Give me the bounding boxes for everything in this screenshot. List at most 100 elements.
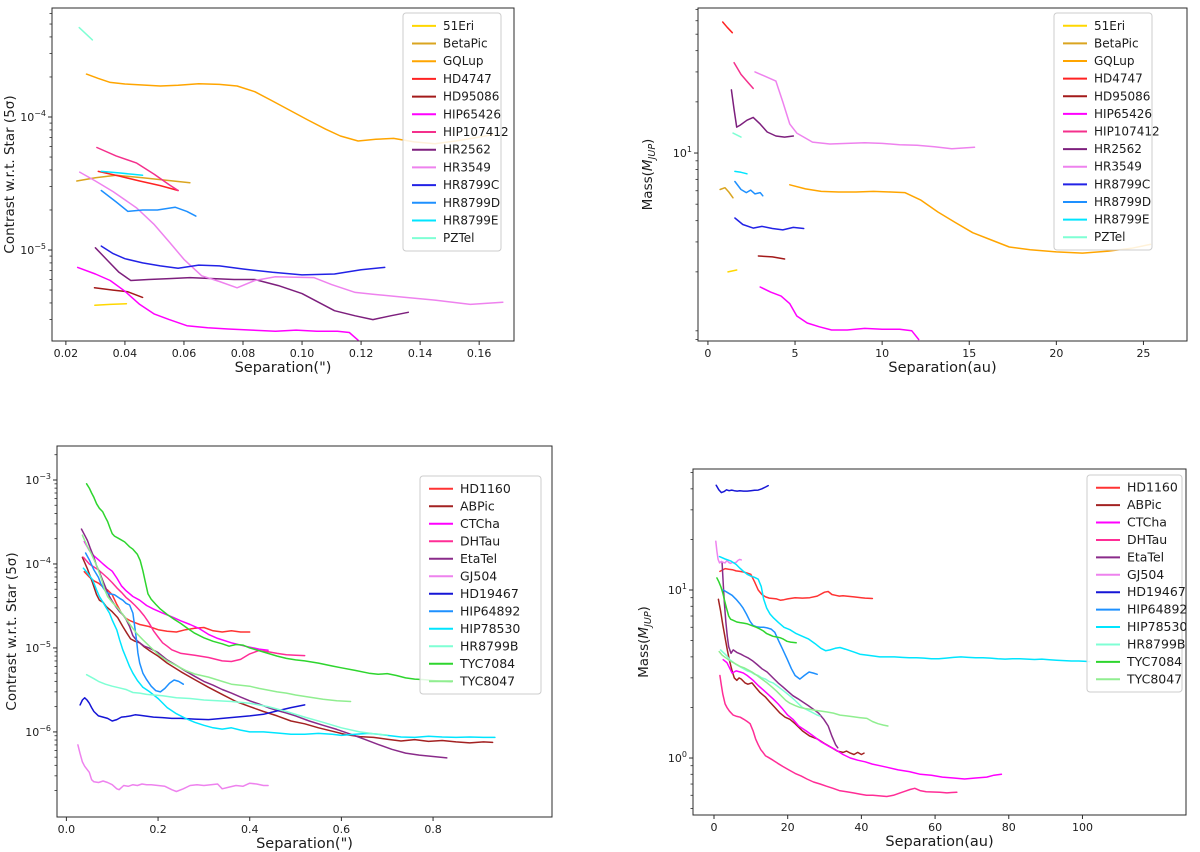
legend-label-HD1160: HD1160 (1127, 480, 1178, 495)
line-HIP78530 (82, 567, 496, 739)
line-PZTel (78, 26, 94, 41)
legend-label-HD1160: HD1160 (460, 481, 511, 496)
legend-label-ABPic: ABPic (1127, 497, 1162, 512)
line-HR8799D (100, 189, 197, 217)
legend-label-HR8799D: HR8799D (443, 196, 500, 210)
legend-label-HD4747: HD4747 (443, 72, 492, 86)
x-axis-label: Separation(au) (885, 834, 993, 850)
x-axis-label: Separation(") (256, 836, 353, 852)
legend-label-HD95086: HD95086 (1094, 89, 1150, 103)
line-HR8799E (734, 170, 748, 175)
line-HIP107412 (733, 61, 754, 90)
x-axis: 0 20 40 60 80 100 (711, 815, 1093, 834)
y-axis: 101 100 (668, 472, 693, 809)
x-tick-label: 0.16 (467, 347, 492, 360)
x-tick-label: 20 (781, 821, 795, 834)
y-tick-label: 101 (673, 145, 692, 160)
line-51Eri (727, 269, 738, 273)
legend-label-HIP107412: HIP107412 (443, 125, 509, 139)
legend: 51Eri BetaPic GQLup HD4747 HD95086 HIP65426 HI… (402, 12, 509, 252)
line-BetaPic (76, 174, 191, 184)
axes-frame (56, 445, 553, 818)
line-HD95086 (93, 287, 144, 299)
x-axis: 0.02 0.04 0.06 0.08 0.10 0.12 0.14 0.16 (54, 341, 492, 360)
line-HR8799B (719, 649, 821, 717)
legend: HD1160 ABPic CTCha DHTau EtaTel GJ504 HD19467 H… (419, 475, 542, 695)
x-tick-label: 100 (1072, 821, 1093, 834)
line-HR8799D (734, 180, 764, 197)
line-HR8799C (100, 245, 386, 276)
line-HIP107412 (96, 146, 179, 192)
x-tick-label: 0.4 (241, 823, 259, 836)
legend-label-HR8799B: HR8799B (1127, 636, 1185, 651)
legend-label-HR8799E: HR8799E (443, 213, 498, 227)
y-tick-label: 10−4 (20, 109, 46, 124)
line-ABPic (81, 556, 494, 744)
legend-label-HR3549: HR3549 (443, 160, 491, 174)
y-axis: 10−4 10−5 (20, 13, 52, 320)
legend-label-HR8799B: HR8799B (460, 638, 518, 653)
legend-label-HR2562: HR2562 (1094, 142, 1142, 156)
x-axis-label: Separation(") (235, 360, 332, 376)
line-HIP65426 (76, 266, 359, 341)
line-HR8799C (734, 217, 805, 231)
x-tick-label: 0.02 (54, 347, 79, 360)
line-HD1160 (83, 570, 251, 633)
line-ABPic (717, 598, 865, 756)
line-HD4747 (721, 21, 734, 34)
line-HR3549 (78, 171, 504, 306)
legend-label-BetaPic: BetaPic (443, 37, 488, 51)
legend-label-HD19467: HD19467 (460, 586, 519, 601)
line-HR8799E (100, 170, 144, 176)
legend-label-HD19467: HD19467 (1127, 584, 1186, 599)
y-axis-label: Contrast w.r.t. Star (5σ) (4, 552, 20, 710)
legend-label-51Eri: 51Eri (1094, 19, 1125, 33)
legend-label-EtaTel: EtaTel (1127, 549, 1164, 564)
line-DHTau (82, 556, 306, 663)
series-layer (77, 483, 496, 793)
line-HR2562 (94, 247, 410, 321)
line-CTCha (83, 540, 269, 651)
line-HR2562 (730, 89, 795, 138)
legend-label-HIP78530: HIP78530 (1127, 619, 1187, 634)
legend-label-CTCha: CTCha (460, 516, 500, 531)
legend-label-EtaTel: EtaTel (460, 551, 497, 566)
line-HIP64892 (722, 589, 818, 680)
legend-label-GJ504: GJ504 (1127, 567, 1164, 582)
x-tick-label: 0.14 (408, 347, 433, 360)
line-TYC7084 (85, 483, 453, 684)
x-tick-label: 0.12 (349, 347, 374, 360)
line-CTCha (722, 658, 1003, 780)
x-tick-label: 60 (928, 821, 942, 834)
x-tick-label: 0.0 (58, 823, 76, 836)
legend-box (1086, 474, 1183, 693)
legend-label-CTCha: CTCha (1127, 515, 1167, 530)
legend-label-HR2562: HR2562 (443, 143, 491, 157)
legend-label-HD95086: HD95086 (443, 90, 499, 104)
legend-label-HR8799C: HR8799C (443, 178, 499, 192)
legend-label-HIP78530: HIP78530 (460, 621, 520, 636)
series-layer (719, 21, 1152, 341)
x-tick-label: 0.04 (113, 347, 138, 360)
legend-label-HIP65426: HIP65426 (1094, 107, 1152, 121)
line-HR8799B (85, 673, 388, 736)
x-tick-label: 20 (1049, 347, 1063, 360)
y-tick-label: 10−5 (20, 242, 46, 257)
line-TYC7084 (716, 577, 797, 644)
legend-label-HIP107412: HIP107412 (1094, 125, 1160, 139)
axes-frame (697, 7, 1188, 342)
legend-label-GQLup: GQLup (443, 54, 483, 68)
legend-label-DHTau: DHTau (460, 533, 500, 548)
subplot-bottom-left-contrast-vs-separation-arcsec: 0.0 0.2 0.4 0.6 0.8 10−3 10−4 10−5 10−6 Separatio… (4, 445, 553, 852)
y-tick-label: 101 (668, 582, 687, 597)
x-tick-label: 0.10 (290, 347, 315, 360)
line-GJ504 (77, 744, 269, 793)
x-tick-label: 0 (704, 347, 711, 360)
legend-label-HD4747: HD4747 (1094, 72, 1143, 86)
line-TYC8047 (81, 534, 352, 703)
legend-label-PZTel: PZTel (1094, 230, 1125, 244)
x-tick-label: 15 (962, 347, 976, 360)
legend-box (1053, 12, 1153, 251)
y-axis-label: Contrast w.r.t. Star (5σ) (2, 95, 18, 253)
